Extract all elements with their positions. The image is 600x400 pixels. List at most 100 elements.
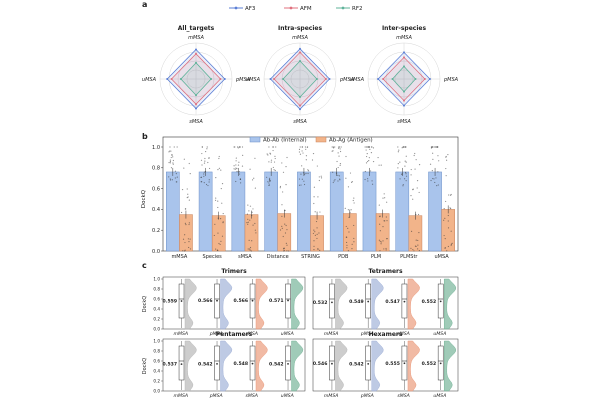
bar-scatter-point [404, 160, 406, 162]
bar-scatter-point [399, 161, 401, 163]
bar-scatter-point [314, 231, 316, 233]
bar-scatter-point [254, 187, 256, 189]
bar-scatter-point [338, 175, 340, 177]
bar-scatter-point [233, 168, 235, 170]
bar-scatter-point [346, 247, 348, 249]
radar-point-af3 [195, 48, 197, 51]
bar-scatter-point [447, 245, 449, 248]
bar-scatter-point [270, 159, 273, 161]
bar-antigen-species [211, 215, 226, 252]
bar-scatter-point [364, 178, 366, 181]
bar-scatter-point [350, 209, 352, 211]
bar-scatter-point [402, 185, 404, 187]
bar-scatter-point [272, 146, 274, 148]
bar-scatter-point [314, 211, 316, 213]
bar-scatter-point [203, 175, 205, 177]
box-mean-marker [439, 300, 442, 303]
bar-scatter-point [203, 182, 205, 184]
bar-scatter-point [416, 180, 419, 182]
violin-xtick-label-smsa: sMSA [246, 331, 258, 337]
bar-scatter-point [315, 220, 318, 223]
bar-scatter-point [311, 159, 314, 161]
bar-xtick-label-pdb: PDB [338, 254, 349, 260]
bar-scatter-point [445, 167, 447, 170]
bar-scatter-point [346, 244, 348, 246]
bar-scatter-point [218, 167, 220, 169]
violin-smsa [255, 278, 268, 330]
violin-ytick-label: 0.2 [153, 317, 160, 322]
bar-scatter-point [270, 161, 272, 163]
bar-scatter-point [382, 240, 384, 242]
radar-point-afm [324, 78, 327, 80]
bar-scatter-point [351, 247, 353, 250]
violin-title-trimers: Trimers [221, 268, 247, 275]
bar-scatter-point [383, 248, 385, 250]
bar-scatter-point [435, 146, 437, 148]
bar-scatter-point [283, 248, 285, 250]
bar-scatter-point [370, 152, 373, 154]
bar-scatter-point [404, 165, 406, 167]
bar-scatter-point [334, 146, 336, 148]
bar-scatter-point [413, 154, 415, 157]
violin-title-tetramers: Tetramers [368, 268, 403, 275]
bar-scatter-point [319, 211, 321, 213]
violin-ytick-label: 0.8 [153, 287, 160, 292]
violin-pmsa [220, 340, 233, 392]
bar-scatter-point [248, 210, 250, 212]
bar-scatter-point [366, 153, 368, 155]
bar-scatter-point [251, 240, 253, 242]
mean-label-mmsa: 0.532 [313, 300, 328, 306]
bar-scatter-point [368, 159, 370, 162]
bar-scatter-point [168, 151, 170, 153]
box-mean-marker [403, 300, 406, 303]
bar-scatter-point [254, 157, 256, 159]
bar-scatter-point [443, 219, 445, 221]
bar-scatter-point [447, 220, 449, 222]
bar-scatter-point [207, 161, 209, 164]
violin-pmsa [371, 278, 384, 330]
bar-scatter-point [218, 157, 220, 160]
violin-title-hexamers: Hexamers [369, 331, 403, 338]
bar-scatter-point [183, 158, 185, 160]
bar-scatter-point [170, 167, 173, 169]
box-mean-marker [180, 363, 183, 366]
bar-scatter-point [435, 146, 438, 148]
bar-scatter-point [267, 181, 269, 183]
box-mean-marker [287, 299, 289, 302]
bar-scatter-point [239, 146, 241, 148]
bar-scatter-point [353, 197, 355, 199]
bar-scatter-point [286, 250, 288, 252]
mean-label-mmsa: 0.559 [163, 299, 178, 305]
bar-scatter-point [168, 176, 170, 178]
radar-point-afm [403, 99, 405, 102]
radar-title-1: Intra-species [278, 25, 322, 32]
bar-scatter-point [298, 184, 301, 186]
bar-scatter-point [339, 148, 341, 150]
panel-letter-c: c [142, 261, 147, 270]
bar-scatter-point [184, 241, 186, 244]
radar-point-afm [170, 78, 173, 80]
bar-scatter-point [182, 250, 184, 252]
radar-point-afm [299, 51, 301, 54]
bar-scatter-point [397, 146, 399, 148]
bar-scatter-point [418, 163, 421, 166]
bar-scatter-point [313, 202, 315, 205]
bar-scatter-point [364, 146, 366, 148]
bar-scatter-point [353, 241, 355, 243]
box-mean-marker [367, 300, 370, 303]
legend-swatch-antigen [315, 136, 327, 143]
bar-scatter-point [338, 155, 340, 157]
box-mean-marker [216, 363, 218, 365]
bar-scatter-point [397, 163, 399, 165]
radar-axis-label-smsa: sMSA [397, 119, 411, 125]
bar-scatter-point [281, 162, 283, 164]
bar-scatter-point [405, 173, 407, 175]
violin-ytick-label: 0.6 [153, 359, 160, 364]
bar-scatter-point [401, 147, 403, 149]
bar-scatter-point [410, 174, 412, 176]
bar-scatter-point [219, 218, 222, 220]
bar-scatter-point [379, 240, 381, 242]
bar-scatter-point [217, 232, 219, 234]
bar-scatter-point [412, 188, 414, 191]
bar-scatter-point [402, 183, 404, 186]
